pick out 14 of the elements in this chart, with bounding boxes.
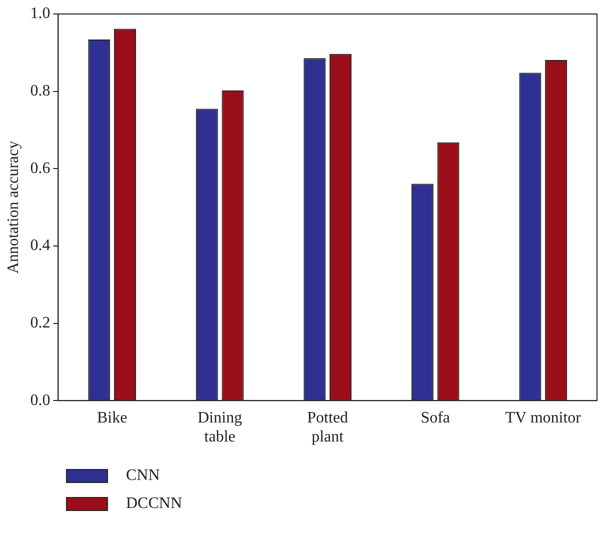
x-tick-label: Sofa [420,409,450,426]
y-tick-label: 1.0 [30,5,50,22]
legend-label: CNN [126,467,160,485]
y-tick-label: 0.4 [30,237,50,254]
legend-label: DCCNN [126,495,182,513]
y-tick-label: 0.0 [30,392,50,409]
y-tick-label: 0.6 [30,160,50,177]
y-axis-title: Annotation accuracy [4,140,22,274]
x-tick-label: Dining table [198,409,242,446]
y-tick-label: 0.2 [30,314,50,332]
x-tick-label: Potted plant [307,409,348,446]
x-tick-label: Bike [96,409,128,426]
x-tick-label: TV monitor [505,409,582,426]
y-tick-label: 0.8 [30,82,50,100]
